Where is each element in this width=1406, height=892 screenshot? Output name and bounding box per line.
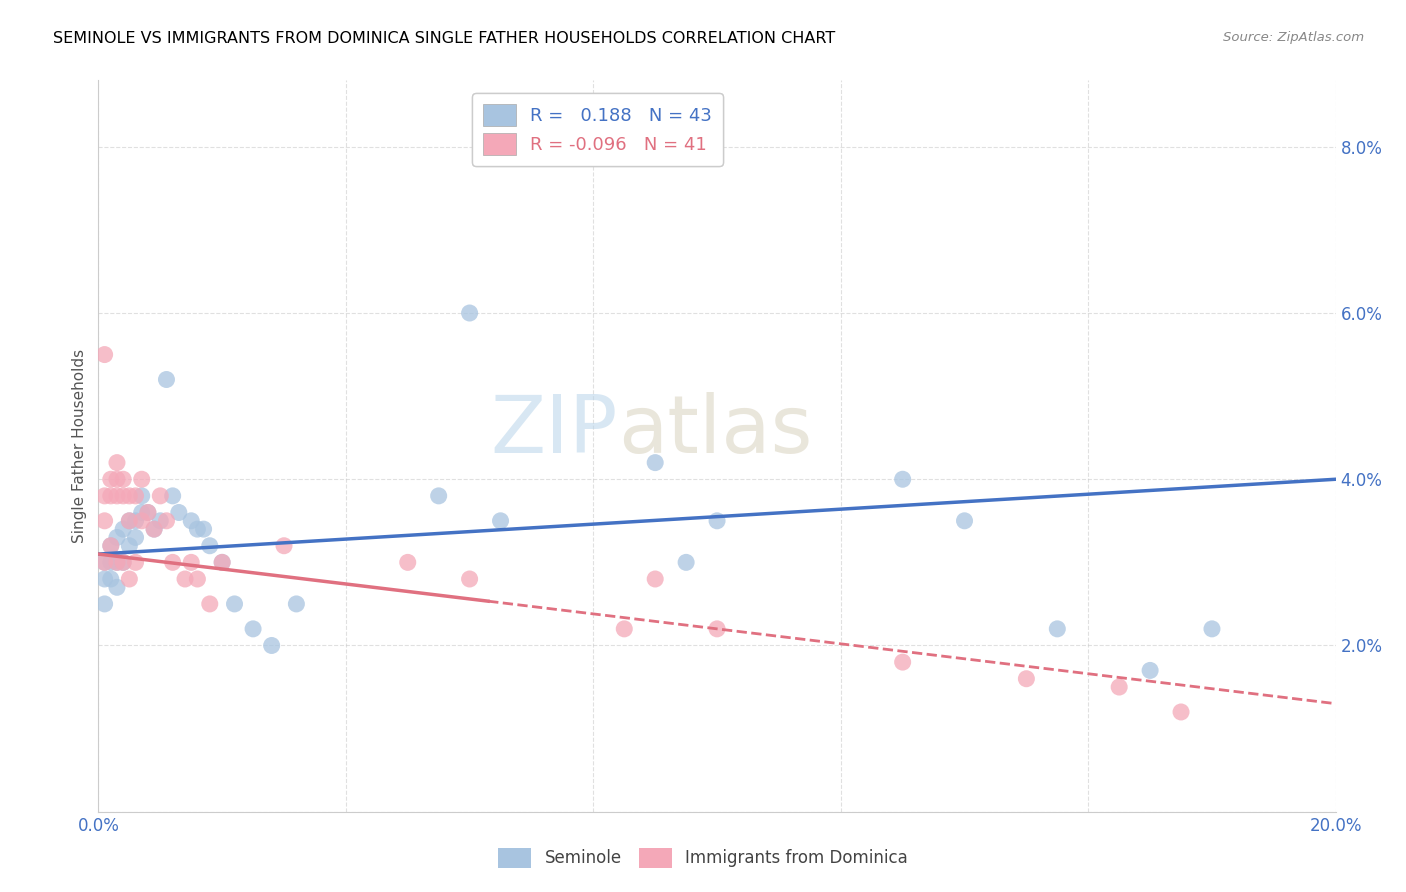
Point bbox=[124, 514, 146, 528]
Point bbox=[131, 489, 153, 503]
Point bbox=[180, 514, 202, 528]
Point bbox=[131, 514, 153, 528]
Text: atlas: atlas bbox=[619, 392, 813, 470]
Point bbox=[186, 572, 208, 586]
Point bbox=[105, 456, 128, 470]
Point bbox=[100, 472, 122, 486]
Point bbox=[143, 522, 166, 536]
Point bbox=[100, 489, 122, 503]
Point bbox=[396, 555, 419, 569]
Point bbox=[93, 514, 115, 528]
Point bbox=[162, 489, 184, 503]
Point bbox=[105, 530, 128, 544]
Point bbox=[644, 572, 666, 586]
Point bbox=[105, 555, 128, 569]
Point bbox=[1046, 622, 1069, 636]
Point bbox=[100, 539, 122, 553]
Point bbox=[112, 555, 135, 569]
Point bbox=[675, 555, 697, 569]
Point bbox=[193, 522, 215, 536]
Point bbox=[489, 514, 512, 528]
Point bbox=[458, 572, 481, 586]
Point bbox=[105, 580, 128, 594]
Point bbox=[124, 530, 146, 544]
Point bbox=[136, 506, 159, 520]
Point bbox=[93, 347, 115, 362]
Point bbox=[198, 597, 221, 611]
Point bbox=[100, 555, 122, 569]
Point bbox=[131, 506, 153, 520]
Point bbox=[155, 514, 177, 528]
Text: Source: ZipAtlas.com: Source: ZipAtlas.com bbox=[1223, 31, 1364, 45]
Point bbox=[1108, 680, 1130, 694]
Point bbox=[1139, 664, 1161, 678]
Point bbox=[93, 597, 115, 611]
Point bbox=[131, 472, 153, 486]
Point bbox=[273, 539, 295, 553]
Point bbox=[458, 306, 481, 320]
Point bbox=[124, 555, 146, 569]
Point bbox=[211, 555, 233, 569]
Point bbox=[180, 555, 202, 569]
Point bbox=[143, 522, 166, 536]
Point bbox=[224, 597, 246, 611]
Point bbox=[1015, 672, 1038, 686]
Point bbox=[1201, 622, 1223, 636]
Legend: Seminole, Immigrants from Dominica: Seminole, Immigrants from Dominica bbox=[491, 841, 915, 875]
Point bbox=[1170, 705, 1192, 719]
Point bbox=[100, 539, 122, 553]
Point bbox=[198, 539, 221, 553]
Point bbox=[112, 472, 135, 486]
Point bbox=[427, 489, 450, 503]
Point bbox=[118, 539, 141, 553]
Point bbox=[105, 472, 128, 486]
Point bbox=[100, 572, 122, 586]
Point bbox=[93, 555, 115, 569]
Point bbox=[118, 514, 141, 528]
Point bbox=[149, 489, 172, 503]
Point bbox=[174, 572, 197, 586]
Point bbox=[93, 572, 115, 586]
Point bbox=[644, 456, 666, 470]
Point bbox=[891, 655, 914, 669]
Point bbox=[162, 555, 184, 569]
Point bbox=[93, 489, 115, 503]
Point bbox=[260, 639, 283, 653]
Point bbox=[105, 489, 128, 503]
Point bbox=[136, 506, 159, 520]
Point bbox=[706, 622, 728, 636]
Point bbox=[186, 522, 208, 536]
Text: SEMINOLE VS IMMIGRANTS FROM DOMINICA SINGLE FATHER HOUSEHOLDS CORRELATION CHART: SEMINOLE VS IMMIGRANTS FROM DOMINICA SIN… bbox=[53, 31, 835, 46]
Point bbox=[285, 597, 308, 611]
Point bbox=[112, 522, 135, 536]
Point bbox=[242, 622, 264, 636]
Point bbox=[118, 514, 141, 528]
Point bbox=[118, 489, 141, 503]
Point bbox=[211, 555, 233, 569]
Point bbox=[953, 514, 976, 528]
Text: ZIP: ZIP bbox=[491, 392, 619, 470]
Point bbox=[167, 506, 190, 520]
Y-axis label: Single Father Households: Single Father Households bbox=[72, 349, 87, 543]
Point bbox=[93, 555, 115, 569]
Legend: R =   0.188   N = 43, R = -0.096   N = 41: R = 0.188 N = 43, R = -0.096 N = 41 bbox=[472, 93, 723, 166]
Point bbox=[613, 622, 636, 636]
Point bbox=[118, 572, 141, 586]
Point bbox=[149, 514, 172, 528]
Point bbox=[124, 489, 146, 503]
Point bbox=[112, 489, 135, 503]
Point bbox=[155, 372, 177, 386]
Point bbox=[891, 472, 914, 486]
Point bbox=[105, 555, 128, 569]
Point bbox=[112, 555, 135, 569]
Point bbox=[706, 514, 728, 528]
